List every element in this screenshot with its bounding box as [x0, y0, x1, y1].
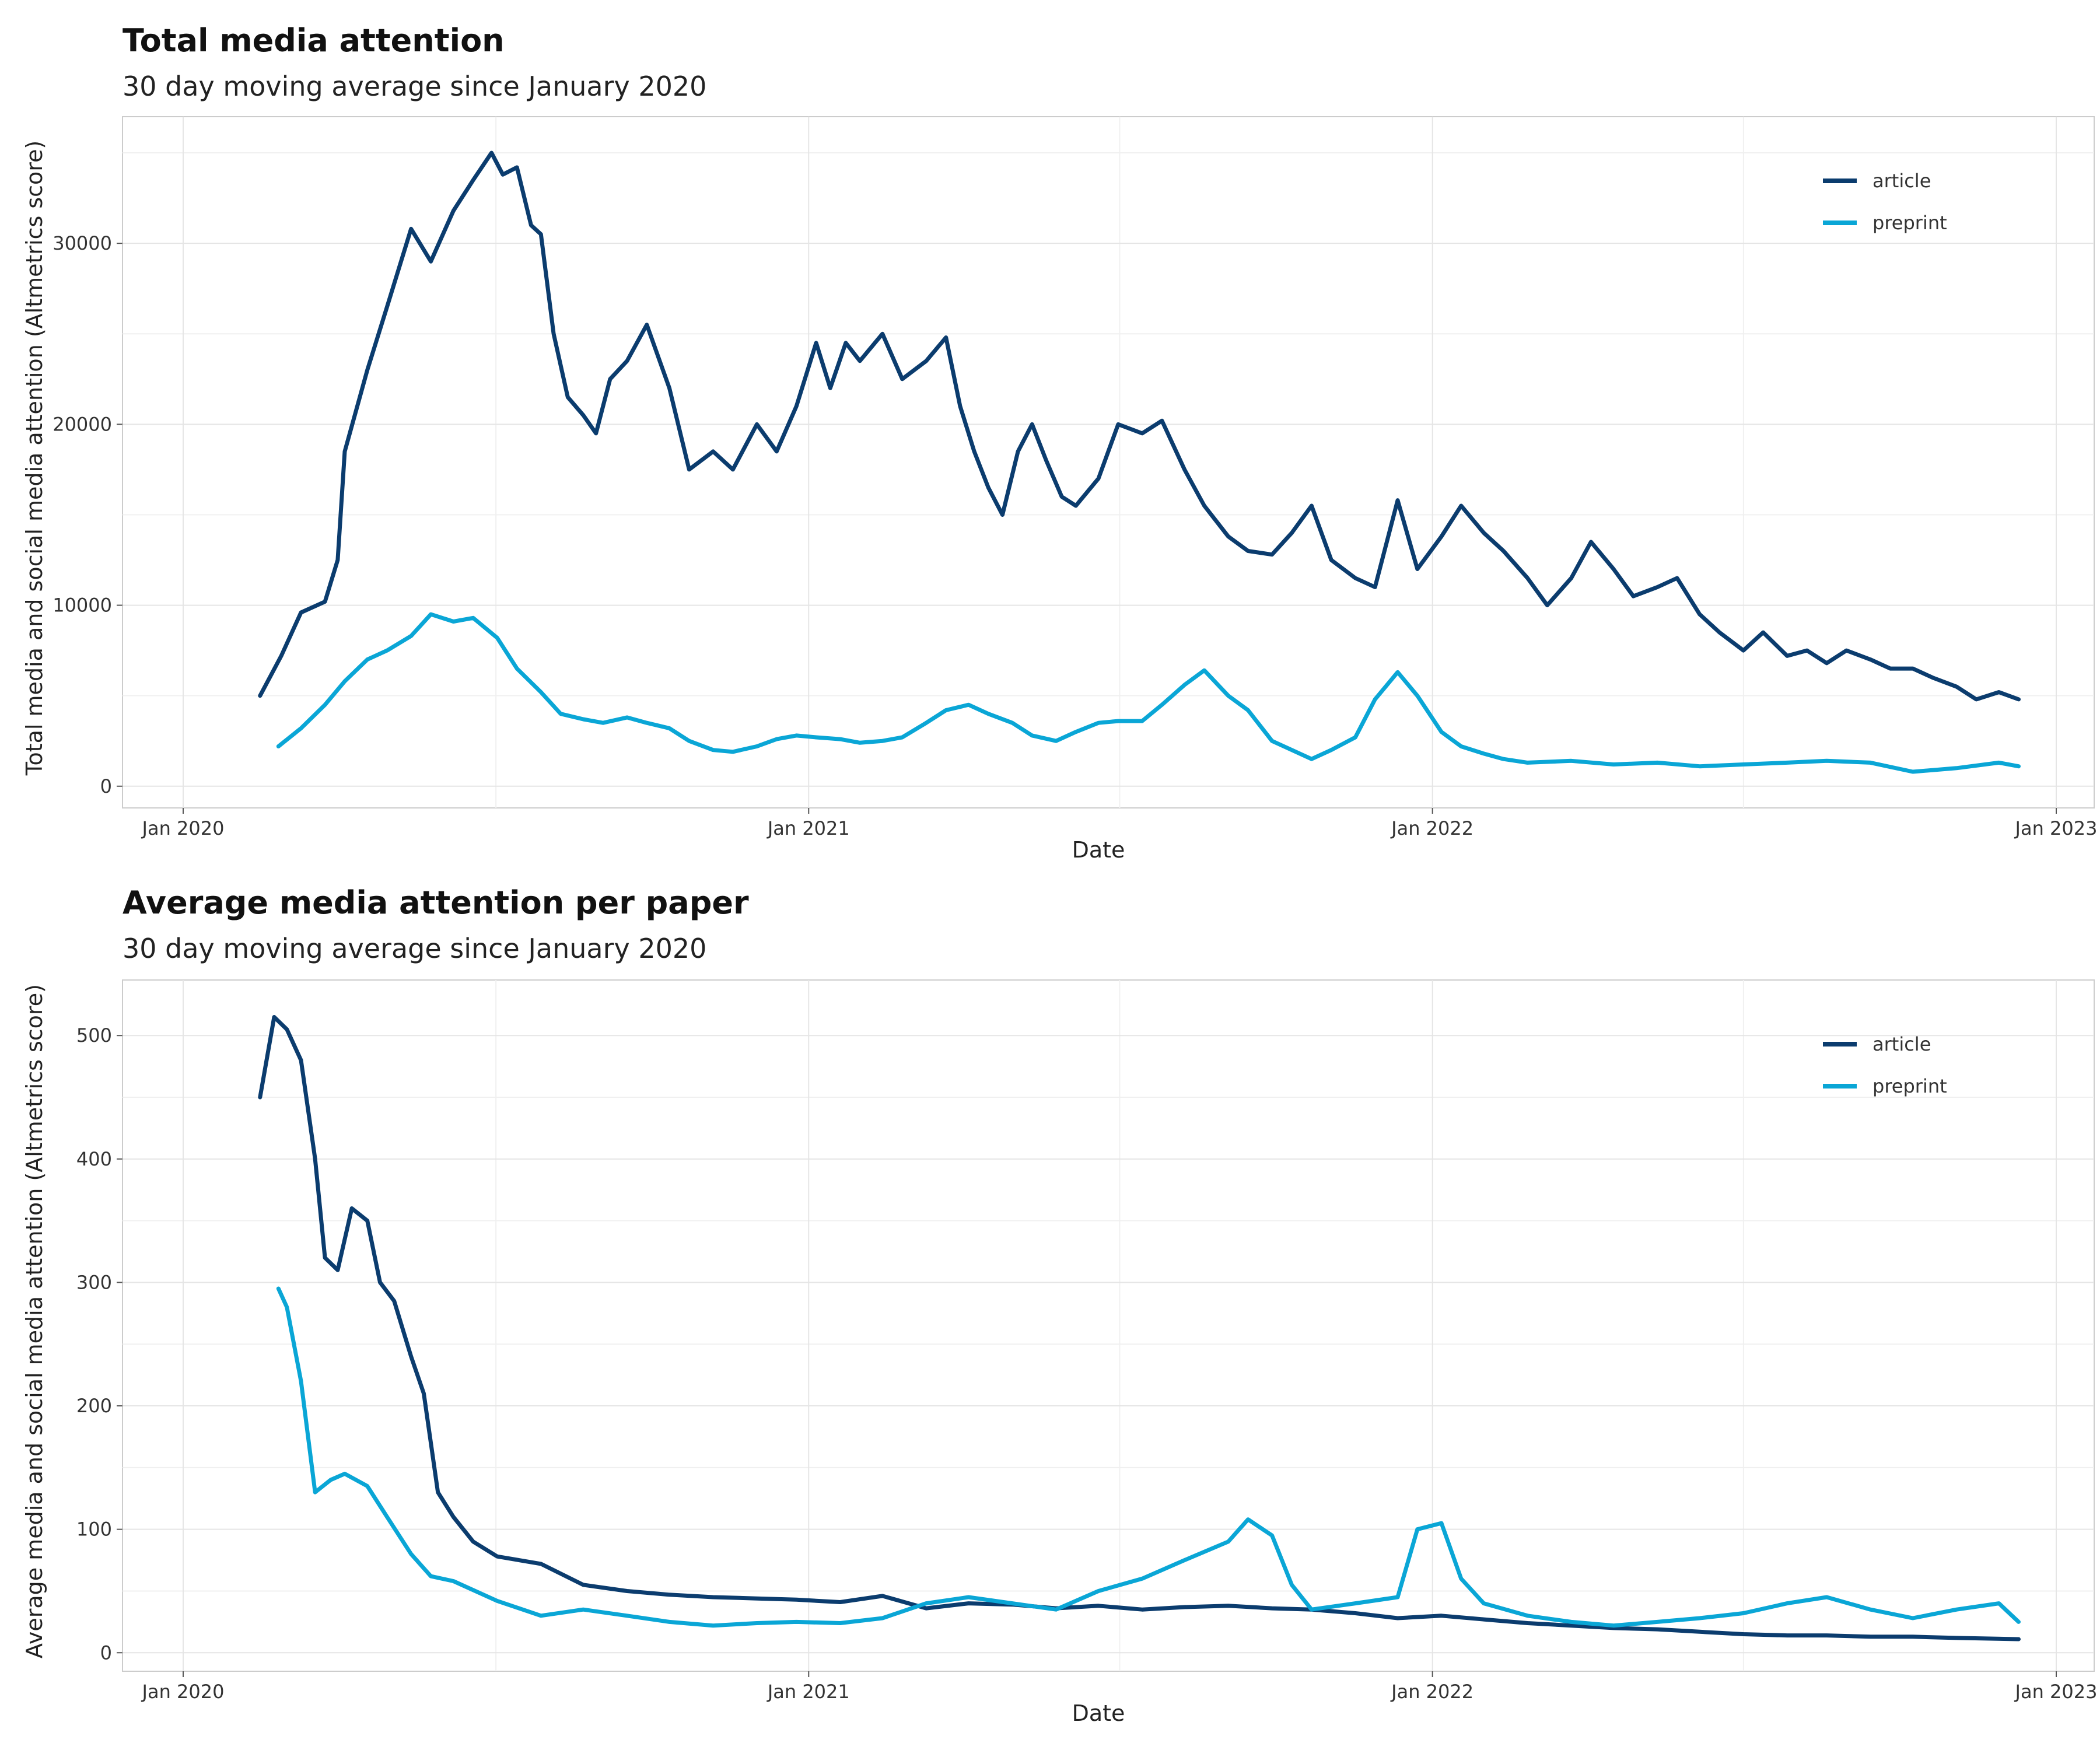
- chart-2-title: Average media attention per paper: [123, 884, 749, 921]
- y-tick-label: 0: [100, 1642, 112, 1664]
- chart-1-title: Total media attention: [123, 22, 505, 59]
- series-line-preprint: [276, 1286, 2021, 1628]
- y-tick-label: 300: [76, 1271, 112, 1293]
- x-tick-label: Jan 2023: [2014, 1681, 2098, 1703]
- y-tick-label: 10000: [52, 594, 112, 617]
- plot-panel: [122, 116, 2095, 808]
- y-tick-label: 100: [76, 1518, 112, 1541]
- x-tick-label: Jan 2020: [141, 1681, 225, 1703]
- x-tick-label: Jan 2023: [2014, 817, 2098, 839]
- legend-label-preprint: preprint: [1873, 1075, 1947, 1097]
- chart-2-y-axis-title: Average media and social media attention…: [22, 984, 47, 1658]
- legend-label-article: article: [1873, 1033, 1931, 1055]
- x-tick-label: Jan 2020: [141, 817, 225, 839]
- chart-1: 0 10000 20000 30000 Jan 2020 Jan 2021 Jan 2022…: [52, 116, 2098, 839]
- chart-1-x-axis-title: Date: [1072, 837, 1125, 863]
- chart-1-subtitle: 30 day moving average since January 2020: [123, 71, 706, 102]
- legend-label-article: article: [1873, 170, 1931, 192]
- series-line-article: [258, 150, 2021, 702]
- y-tick-label: 200: [76, 1395, 112, 1417]
- chart-2-x-axis-title: Date: [1072, 1700, 1125, 1726]
- legend-label-preprint: preprint: [1873, 212, 1947, 234]
- y-tick-label: 0: [100, 775, 112, 797]
- y-tick-label: 500: [76, 1024, 112, 1046]
- y-tick-label: 30000: [52, 232, 112, 254]
- x-tick-label: Jan 2022: [1390, 1681, 1474, 1703]
- x-tick-label: Jan 2022: [1390, 817, 1474, 839]
- y-tick-label: 400: [76, 1148, 112, 1170]
- chart-2-subtitle: 30 day moving average since January 2020: [123, 933, 706, 964]
- chart-1-y-axis-title: Total media and social media attention (…: [22, 141, 47, 776]
- y-tick-label: 20000: [52, 413, 112, 435]
- x-tick-label: Jan 2021: [766, 1681, 850, 1703]
- chart-2: 0 100 200 300 400 500 Jan 2020 Jan 2021 Jan 2022…: [76, 979, 2098, 1703]
- x-tick-label: Jan 2021: [766, 817, 850, 839]
- series-line-preprint: [276, 612, 2021, 774]
- series-line-article: [258, 1015, 2021, 1642]
- plot-panel: [122, 979, 2095, 1672]
